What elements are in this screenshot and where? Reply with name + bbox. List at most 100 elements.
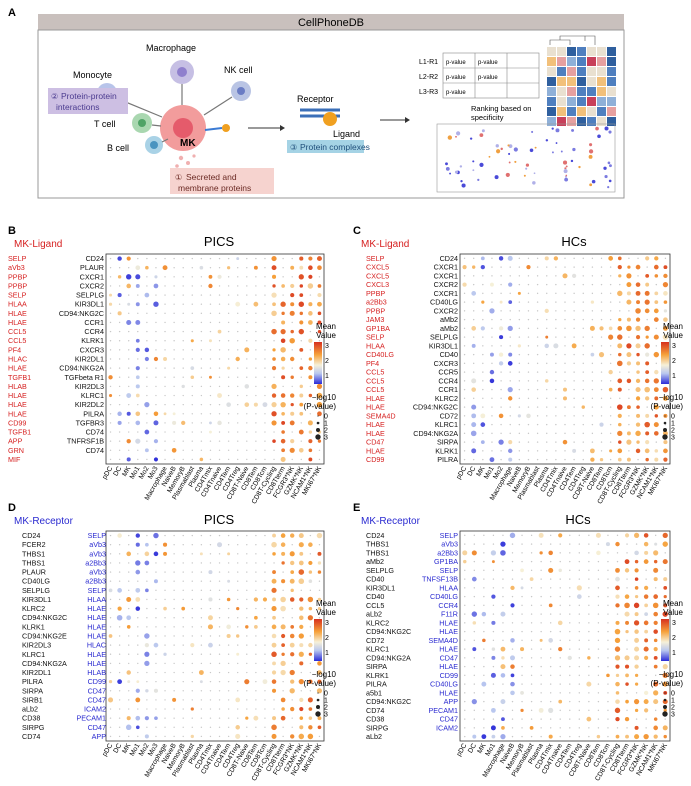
dot-mark [482,388,484,391]
dot-mark [146,312,148,315]
dot-mark [527,450,530,452]
dot-mark [538,532,544,538]
dot-mark [264,285,266,287]
dot-mark [291,726,293,729]
dot-mark [227,422,230,424]
dot-mark [618,317,622,322]
dot-mark [464,692,466,694]
dot-mark [137,257,139,260]
dot-mark [109,662,112,665]
dot-mark [118,330,121,333]
dot-mark [218,708,221,710]
dot-mark [109,735,112,738]
right-row-label: SIRPA [437,438,458,447]
dot-mark [164,257,166,260]
size-legend-dot [317,415,319,417]
mini-dot [589,183,593,187]
dot-mark [227,366,231,370]
dot-mark [645,665,647,668]
dot-mark [489,457,495,463]
panel-e: EHCsMK-ReceptorCD24THBS1THBS1aMb2SELPLGC… [353,502,684,782]
dot-mark [246,367,248,369]
dot-mark [634,734,640,740]
dot-mark [502,595,504,598]
dot-mark [209,449,212,452]
heatmap-cell [557,87,566,96]
dot-mark [549,692,552,694]
dot-mark [218,358,221,360]
colorbar-tick: 3 [325,343,329,350]
dot-mark [555,283,557,286]
dot-mark [109,580,112,582]
group-label: MK-Ligand [361,239,409,250]
panel-title: HCs [565,512,591,527]
dot-mark [164,367,166,369]
mini-dot [455,135,457,138]
dot-mark [559,578,561,580]
dot-mark [529,577,534,582]
left-row-label: CD94:NKG2C [366,627,411,636]
dot-mark [255,580,257,582]
dot-mark [616,552,619,554]
dot-mark [255,653,257,655]
dot-mark [200,303,203,305]
dot-mark [273,699,275,701]
dot-mark [291,662,293,665]
dot-mark [227,431,230,433]
dot-mark [218,626,221,628]
left-row-label: PF4 [366,359,379,368]
dot-mark [644,585,649,590]
dot-mark [173,276,175,278]
dot-mark [164,294,166,296]
dot-mark [635,290,641,296]
heatmap-cell [567,97,576,106]
dot-mark [548,707,554,713]
dot-mark [569,604,571,607]
macrophage-label: Macrophage [146,43,196,53]
dot-mark [608,326,613,331]
dot-mark [559,683,561,685]
dot-mark [564,458,566,461]
dot-mark [209,735,212,738]
dot-mark [109,431,112,433]
dot-mark [472,318,475,321]
dot-mark [500,292,502,295]
dot-mark [582,441,584,443]
dot-mark [555,397,557,400]
dot-mark [473,569,476,572]
dot-mark [155,671,157,674]
dot-mark [635,430,641,437]
dot-mark [173,431,175,433]
dot-mark [653,351,660,358]
dot-mark [227,440,230,442]
dot-mark [549,560,552,563]
dot-mark [173,543,175,546]
dot-mark [218,458,221,461]
dot-mark [589,325,595,331]
dot-mark [586,716,592,722]
dot-mark [511,709,514,712]
right-row-label: CD99 [88,677,106,686]
dot-mark [618,274,622,278]
dot-mark [588,709,590,712]
dot-mark [509,292,511,295]
dot-mark [569,622,571,624]
dot-mark [508,440,513,445]
mini-dot [460,180,463,183]
ligand-shape [323,112,337,126]
dot-mark [246,294,248,296]
dot-mark [200,607,203,610]
dot-mark [498,326,504,331]
dot-mark [246,617,248,619]
dot-mark [607,560,609,563]
plot-frame [105,253,325,465]
dot-mark [164,394,166,397]
dot-mark [582,283,584,286]
dot-mark [146,394,148,397]
dot-mark [317,284,322,288]
dot-mark [173,607,175,610]
dot-mark [546,353,548,356]
dot-mark [281,707,285,711]
dot-mark [281,561,285,565]
dot-mark [146,534,148,537]
